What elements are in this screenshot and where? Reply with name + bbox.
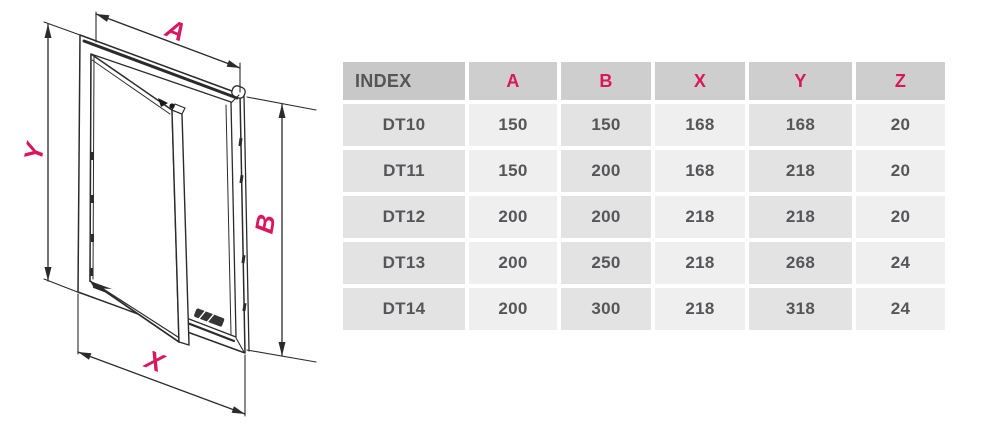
table-cell-x: 218 — [655, 288, 745, 330]
door-top-inner-line — [91, 59, 171, 115]
table-cell-a: 200 — [469, 242, 557, 284]
door-bottom-gusset — [90, 281, 112, 289]
dimension-table: INDEX A B X Y Z DT10 150 150 168 168 20 … — [343, 62, 945, 330]
table-header-y: Y — [749, 62, 852, 100]
table-cell-y: 268 — [749, 242, 852, 284]
corner-miter-br — [235, 337, 245, 353]
table-header-x: X — [655, 62, 745, 100]
dimension-label-b: B — [249, 212, 282, 236]
table-cell-a: 150 — [469, 150, 557, 192]
table-header-index: INDEX — [343, 62, 465, 100]
access-panel-diagram: A Y B X — [18, 11, 317, 417]
table-cell-z: 24 — [856, 242, 945, 284]
brand-logo — [194, 308, 225, 327]
table-cell-y: 218 — [749, 196, 852, 238]
table-cell-a: 150 — [469, 104, 557, 146]
table-cell-y: 318 — [749, 288, 852, 330]
dimension-label-x: X — [139, 343, 169, 379]
frame-clips — [238, 137, 247, 312]
table-cell-index: DT13 — [343, 242, 465, 284]
table-cell-index: DT12 — [343, 196, 465, 238]
dimension-label-y: Y — [18, 138, 51, 163]
table-cell-y: 168 — [749, 104, 852, 146]
table-cell-z: 20 — [856, 150, 945, 192]
table-cell-x: 218 — [655, 242, 745, 284]
door-bottom-edge — [89, 280, 180, 343]
table-cell-a: 200 — [469, 288, 557, 330]
table-header-z: Z — [856, 62, 945, 100]
opening-reveal-right — [225, 104, 232, 335]
frame-top-band — [82, 39, 239, 100]
table-cell-b: 300 — [561, 288, 651, 330]
door-latch-arrow — [158, 98, 168, 107]
dimension-b — [246, 96, 317, 363]
table-cell-a: 200 — [469, 196, 557, 238]
door-bottom-edge-inner — [93, 282, 179, 338]
door-hinges — [90, 152, 94, 276]
table-cell-index: DT10 — [343, 104, 465, 146]
table-cell-x: 168 — [655, 150, 745, 192]
table-cell-z: 20 — [856, 196, 945, 238]
table-cell-z: 24 — [856, 288, 945, 330]
table-cell-b: 150 — [561, 104, 651, 146]
corner-miter-tr — [230, 94, 240, 104]
dimension-x — [77, 293, 246, 417]
table-cell-b: 200 — [561, 196, 651, 238]
table-cell-x: 218 — [655, 196, 745, 238]
table-cell-x: 168 — [655, 104, 745, 146]
dimension-label-a: A — [161, 12, 190, 47]
table-cell-y: 218 — [749, 150, 852, 192]
table-header-a: A — [469, 62, 557, 100]
table-cell-index: DT11 — [343, 150, 465, 192]
dimension-y — [43, 21, 81, 294]
table-header-b: B — [561, 62, 651, 100]
frame-right-edge — [243, 95, 250, 352]
table-cell-index: DT14 — [343, 288, 465, 330]
door-latch — [169, 103, 175, 109]
table-cell-b: 200 — [561, 150, 651, 192]
table-cell-b: 250 — [561, 242, 651, 284]
table-cell-z: 20 — [856, 104, 945, 146]
dimension-a — [95, 11, 241, 93]
